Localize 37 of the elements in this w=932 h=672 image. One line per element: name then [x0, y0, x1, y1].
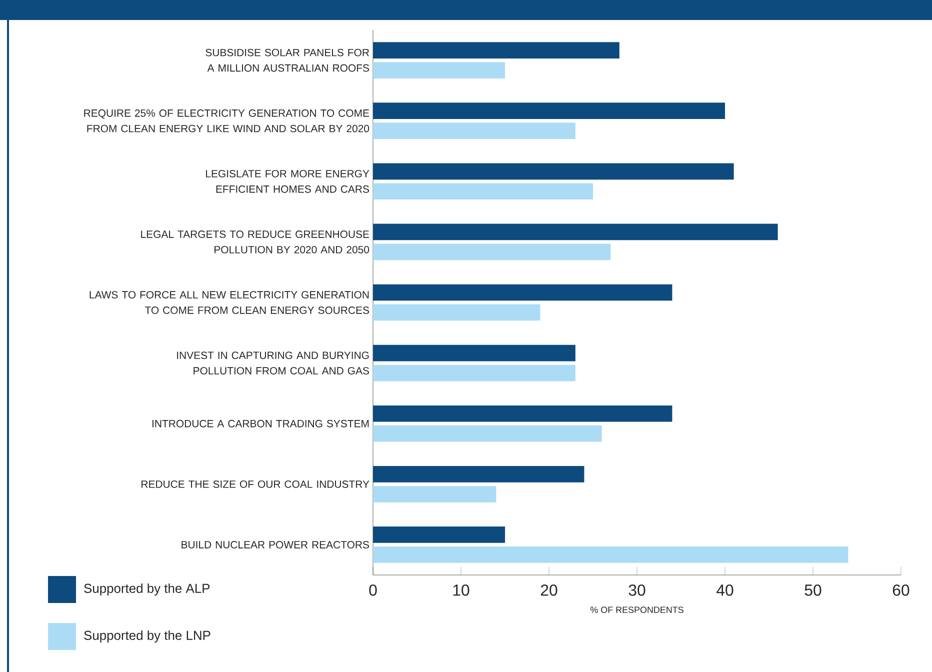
- x-tick-label: 40: [716, 584, 734, 596]
- y-tick-label: LEGAL TARGETS TO REDUCE GREENHOUSE POLLUTION BY 2020 AND 2050: [141, 230, 370, 254]
- bar: [373, 425, 602, 442]
- x-tick-label: 0: [369, 584, 377, 596]
- y-tick-label: REQUIRE 25% OF ELECTRICITY GENERATION TO COME FROM CLEAN ENERGY LIKE WIND AND SOLAR BY 2020: [84, 109, 370, 132]
- x-tick-label: 30: [628, 584, 646, 596]
- legend-label: Supported by the ALP: [84, 583, 210, 596]
- bar: [373, 546, 848, 563]
- bar: [373, 344, 576, 362]
- bar: [373, 62, 506, 78]
- x-tick-label: 20: [540, 584, 558, 596]
- y-tick-label: SUBSIDISE SOLAR PANELS FOR A MILLION AUSTRALIAN ROOFS: [206, 48, 369, 72]
- y-tick-label: REDUCE THE SIZE OF OUR COAL INDUSTRY: [142, 480, 370, 488]
- x-axis-title: % OF RESPONDENTS: [590, 606, 684, 613]
- bar: [373, 284, 672, 301]
- bar: [373, 466, 584, 482]
- x-tick-label: 10: [453, 584, 470, 596]
- bar: [373, 224, 778, 240]
- bar: [373, 183, 594, 200]
- y-tick-label: LEGISLATE FOR MORE ENERGY EFFICIENT HOMES AND CARS: [206, 170, 370, 193]
- bar: [373, 364, 576, 382]
- legend-label: Supported by the LNP: [84, 630, 210, 643]
- bar: [373, 304, 540, 321]
- bar: [373, 42, 620, 58]
- x-tick-label: 50: [804, 584, 822, 596]
- bar: [373, 122, 576, 139]
- bar: [373, 244, 611, 260]
- bar: [373, 102, 726, 120]
- bar: [373, 405, 672, 422]
- y-tick-label: INVEST IN CAPTURING AND BURYING POLLUTION FROM COAL AND GAS: [177, 352, 370, 374]
- bar: [373, 526, 506, 543]
- y-tick-label: BUILD NUCLEAR POWER REACTORS: [182, 541, 369, 548]
- y-tick-label: INTRODUCE A CARBON TRADING SYSTEM: [152, 420, 369, 428]
- bar: [373, 163, 734, 180]
- y-tick-label: LAWS TO FORCE ALL NEW ELECTRICITY GENERATION TO COME FROM CLEAN ENERGY SOURCES: [90, 291, 369, 314]
- x-tick-label: 60: [892, 584, 910, 596]
- bar: [373, 486, 496, 502]
